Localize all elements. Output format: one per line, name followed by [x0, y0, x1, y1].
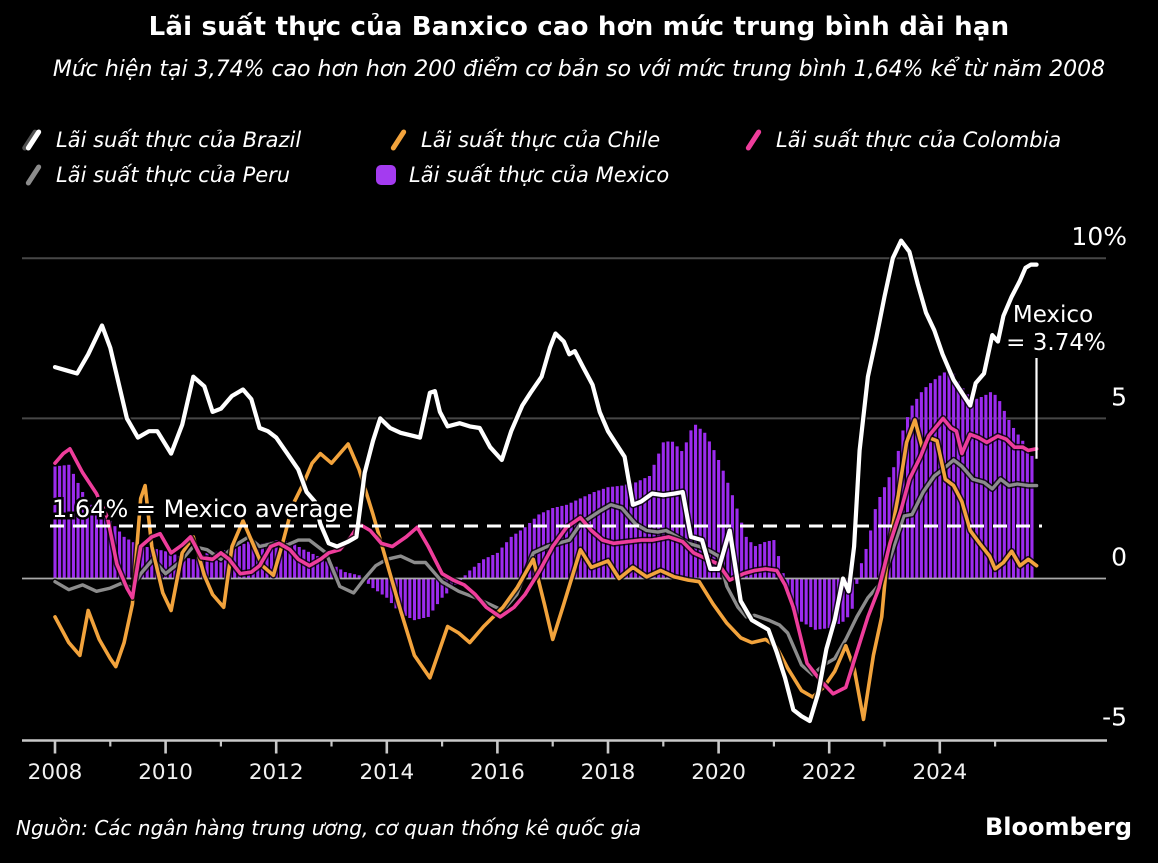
bloomberg-logo: Bloomberg: [985, 813, 1132, 841]
svg-text:2008: 2008: [28, 760, 83, 785]
mexico-bar-icon: [373, 161, 400, 189]
svg-text:5: 5: [1111, 382, 1127, 411]
legend-item-colombia: Lãi suất thực của Colombia: [740, 126, 1061, 154]
svg-text:2022: 2022: [802, 760, 857, 785]
legend-item-chile: Lãi suất thực của Chile: [385, 126, 660, 154]
svg-text:10%: 10%: [1071, 222, 1127, 251]
average-annotation: 1.64% = Mexico average: [52, 495, 353, 523]
rate-lines: [51, 237, 1041, 725]
svg-text:2014: 2014: [359, 760, 414, 785]
legend-label: Lãi suất thực của Chile: [421, 128, 661, 152]
mexico-endpoint-annotation-line1: Mexico: [1013, 302, 1093, 328]
legend-item-brazil: Lãi suất thực của Brazil: [20, 126, 301, 154]
svg-text:-5: -5: [1102, 703, 1127, 732]
svg-text:0: 0: [1111, 543, 1127, 572]
svg-text:2016: 2016: [470, 760, 525, 785]
svg-text:2018: 2018: [581, 760, 636, 785]
svg-text:2020: 2020: [691, 760, 746, 785]
page-subtitle: Mức hiện tại 3,74% cao hơn hơn 200 điểm …: [52, 57, 1106, 82]
legend-label: Lãi suất thực của Colombia: [776, 128, 1062, 152]
legend-item-peru: Lãi suất thực của Peru: [20, 161, 290, 189]
svg-text:2010: 2010: [138, 760, 193, 785]
svg-text:2024: 2024: [912, 760, 967, 785]
legend-label: Lãi suất thực của Brazil: [56, 128, 302, 152]
mexico-endpoint-annotation-line2: = 3.74%: [1006, 330, 1106, 356]
y-axis-labels: 10% 5 0 -5: [1071, 222, 1127, 731]
legend-label: Lãi suất thực của Mexico: [409, 163, 670, 187]
source-text: Nguồn: Các ngân hàng trung ương, cơ quan…: [16, 816, 642, 840]
legend-item-mexico: Lãi suất thực của Mexico: [373, 161, 669, 189]
svg-text:2012: 2012: [249, 760, 304, 785]
x-axis: 2008 2010 2012 2014 2016 2018 2020 2022 2024: [22, 739, 1107, 785]
page-title: Lãi suất thực của Banxico cao hơn mức tr…: [148, 12, 1010, 42]
legend-label: Lãi suất thực của Peru: [56, 163, 291, 187]
